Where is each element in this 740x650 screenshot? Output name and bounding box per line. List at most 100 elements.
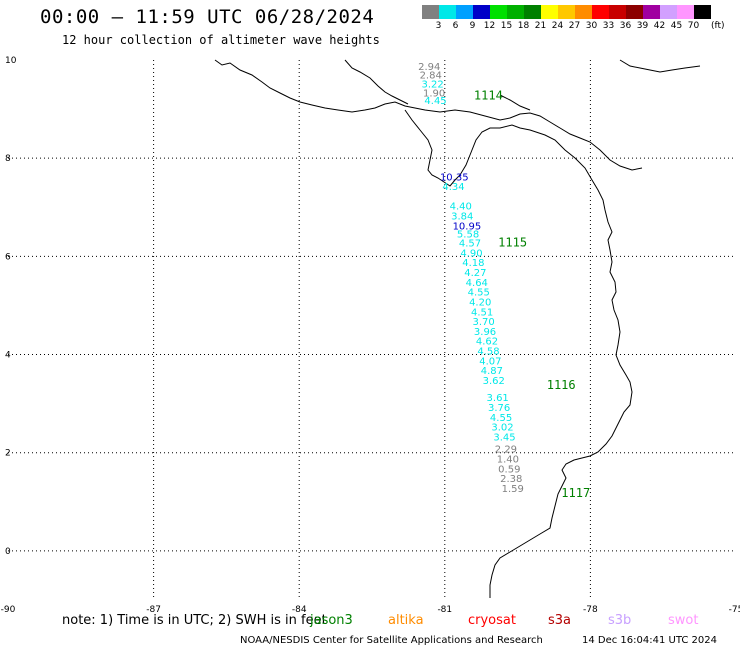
credit-line: NOAA/NESDIS Center for Satellite Applica…: [240, 635, 543, 646]
lon-tick-label: -75: [729, 605, 740, 615]
legend-unit: (ft): [711, 21, 725, 31]
axis-tick-labels: -90 -87 -84 -81 -78 -75 10 8 6 4 2 0: [1, 56, 740, 615]
wave-height-value: 4.27: [464, 268, 486, 279]
legend-swatch: [524, 5, 541, 19]
legend-swatch: [694, 5, 711, 19]
wave-height-points: 2.942.843.221.904.45 10.354.34 4.403.8410.…: [418, 62, 524, 495]
wave-height-value: 10.35: [440, 172, 469, 183]
wave-height-value: 4.55: [490, 413, 512, 424]
legend-label: 3: [435, 21, 442, 31]
legend-label: 70: [687, 21, 700, 31]
lat-tick-label: 4: [5, 351, 11, 361]
legend-swatch: [643, 5, 660, 19]
pass-time-labels: 1114 1115 1116 1117: [474, 88, 590, 500]
wave-height-value: 4.55: [468, 288, 490, 299]
wave-height-value: 3.02: [491, 423, 513, 434]
legend-swatch: [439, 5, 456, 19]
legend-label: 30: [585, 21, 598, 31]
satellite-name: jason3: [310, 613, 353, 628]
legend-label: 39: [636, 21, 649, 31]
lat-tick-label: 8: [5, 154, 11, 164]
lon-tick-label: -90: [1, 605, 16, 615]
legend-label: 15: [500, 21, 513, 31]
wave-height-value: 1.40: [497, 455, 519, 466]
lon-tick-label: -78: [583, 605, 598, 615]
legend-label: 27: [568, 21, 581, 31]
wave-height-value: 4.58: [477, 347, 499, 358]
satellite-name: cryosat: [468, 613, 516, 628]
legend-swatch: [473, 5, 490, 19]
wave-height-value: 2.29: [495, 445, 517, 456]
lat-tick-label: 6: [5, 252, 11, 262]
lat-tick-label: 0: [5, 547, 11, 557]
wave-height-value: 4.64: [466, 278, 488, 289]
map-subtitle: 12 hour collection of altimeter wave hei…: [62, 33, 380, 47]
legend-swatch: [592, 5, 609, 19]
wave-height-value: 2.38: [500, 474, 522, 485]
wave-height-value: 10.95: [453, 221, 482, 232]
pass-time-label: 1114: [474, 88, 503, 102]
wave-height-value: 4.20: [469, 297, 491, 308]
legend-swatch: [490, 5, 507, 19]
wave-height-value: 4.45: [424, 96, 446, 107]
wave-height-value: 4.62: [476, 337, 498, 348]
wave-height-value: 3.62: [483, 376, 505, 387]
wave-height-value: 3.76: [488, 403, 510, 414]
wave-height-value: 3.96: [474, 327, 496, 338]
pass-time-label: 1115: [498, 236, 527, 250]
legend-label: 12: [483, 21, 496, 31]
legend-label: 18: [517, 21, 530, 31]
generation-timestamp: 14 Dec 16:04:41 UTC 2024: [582, 635, 717, 646]
satellite-name: altika: [388, 613, 424, 628]
wave-height-value: 4.18: [462, 258, 484, 269]
lat-tick-label: 10: [5, 56, 17, 66]
legend-label: 45: [670, 21, 683, 31]
lon-tick-label: -84: [292, 605, 307, 615]
wave-height-value: 3.45: [493, 432, 515, 443]
legend-swatch: [626, 5, 643, 19]
pass-time-label: 1117: [561, 486, 590, 500]
legend-label: 33: [602, 21, 615, 31]
legend-label: 36: [619, 21, 632, 31]
legend-swatch: [541, 5, 558, 19]
color-legend: [422, 5, 711, 19]
satellite-name: s3b: [608, 613, 632, 628]
lat-lon-grid: [8, 60, 736, 600]
map-title: 00:00 – 11:59 UTC 06/28/2024: [40, 6, 375, 28]
footer-note: note: 1) Time is in UTC; 2) SWH is in fe…: [62, 613, 327, 628]
legend-swatch: [422, 5, 439, 19]
coastline-north: [214, 59, 643, 171]
coastline-caribbean: [344, 59, 701, 111]
wave-height-value: 4.90: [460, 248, 482, 259]
wave-height-value: 1.90: [423, 88, 445, 99]
lat-tick-label: 2: [5, 449, 11, 459]
legend-label: 21: [534, 21, 547, 31]
wave-height-value: 3.84: [451, 212, 473, 223]
legend-label: 6: [452, 21, 459, 31]
wave-height-value: 3.22: [422, 79, 444, 90]
wave-height-value: 2.84: [420, 71, 442, 82]
coastline-pacific: [404, 109, 633, 598]
legend-swatch: [677, 5, 694, 19]
legend-swatch: [507, 5, 524, 19]
lon-tick-label: -87: [146, 605, 161, 615]
legend-swatch: [558, 5, 575, 19]
legend-swatch: [575, 5, 592, 19]
wave-height-value: 4.07: [479, 356, 501, 367]
wave-height-value: 2.94: [418, 62, 440, 73]
satellite-name: s3a: [548, 613, 572, 628]
satellite-name: swot: [668, 613, 699, 628]
legend-swatch: [660, 5, 677, 19]
wave-height-value: 3.70: [472, 317, 494, 328]
wave-height-value: 4.57: [459, 239, 481, 250]
pass-time-label: 1116: [547, 378, 576, 392]
wave-height-value: 5.58: [457, 230, 479, 241]
coastline: [214, 59, 701, 598]
wave-height-value: 4.87: [481, 366, 503, 377]
legend-swatch: [456, 5, 473, 19]
wave-height-value: 3.61: [487, 393, 509, 404]
legend-label: 42: [653, 21, 666, 31]
wave-height-value: 4.34: [442, 182, 464, 193]
wave-height-value: 1.59: [502, 484, 524, 495]
